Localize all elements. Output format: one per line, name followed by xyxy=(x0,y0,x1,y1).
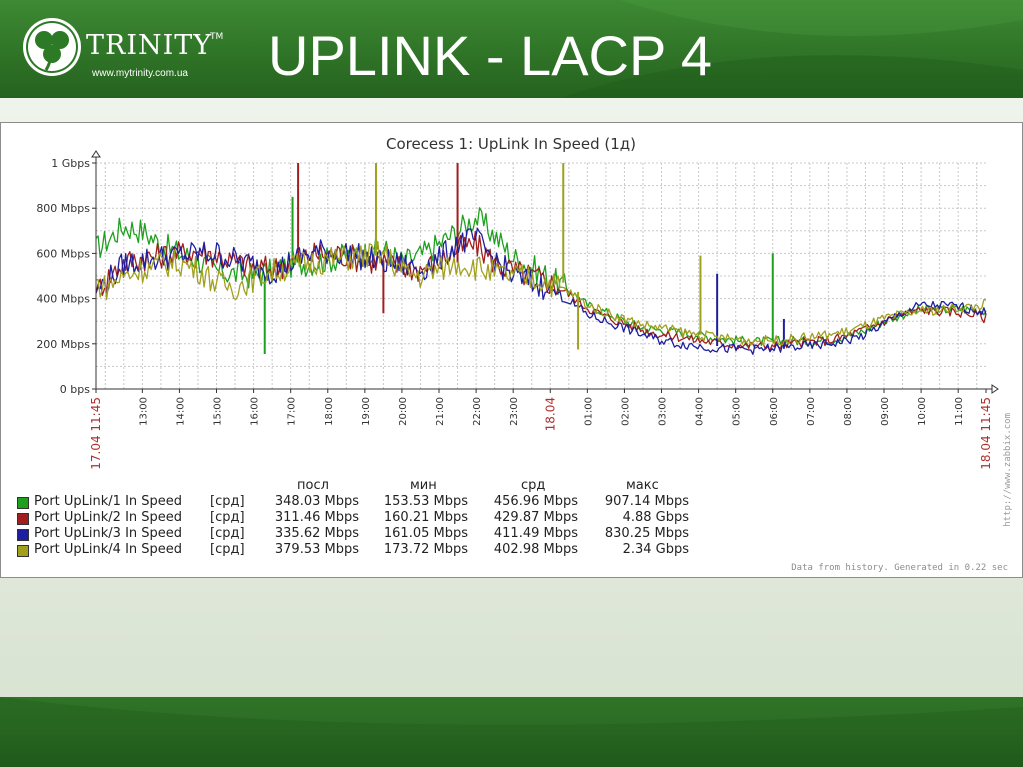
trinity-logo: TRINITY TM www.mytrinity.com.ua xyxy=(22,12,224,84)
x-tick-label: 18.04 11:45 xyxy=(979,397,993,470)
legend-header-max: макс xyxy=(626,478,659,493)
x-tick-label: 01:00 xyxy=(583,397,594,426)
legend-row: Port UpLink/3 In Speed [срд] 335.62 Mbps… xyxy=(17,526,717,542)
y-tick-label: 0 bps xyxy=(60,383,90,396)
legend-last: 311.46 Mbps xyxy=(274,510,359,525)
legend-avg: 402.98 Mbps xyxy=(493,542,578,557)
x-tick-label: 15:00 xyxy=(213,397,224,426)
x-tick-label: 07:00 xyxy=(806,397,817,426)
y-tick-label: 600 Mbps xyxy=(36,247,90,260)
x-tick-label: 08:00 xyxy=(843,397,854,426)
graph-side-note: http://www.zabbix.com xyxy=(1003,413,1013,527)
graph-panel: Corecess 1: UpLink In Speed (1д) 0 bps 200… xyxy=(0,122,1023,578)
legend-max: 2.34 Gbps xyxy=(622,542,689,557)
legend-max: 907.14 Mbps xyxy=(604,494,689,509)
y-axis-arrow xyxy=(91,150,101,158)
legend-last: 348.03 Mbps xyxy=(274,494,359,509)
legend-last: 335.62 Mbps xyxy=(274,526,359,541)
x-tick-label: 17:00 xyxy=(287,397,298,426)
legend-min: 161.05 Mbps xyxy=(383,526,468,541)
x-tick-label: 06:00 xyxy=(769,397,780,426)
x-tick-label: 10:00 xyxy=(917,397,928,426)
legend-row: Port UpLink/1 In Speed [срд] 348.03 Mbps… xyxy=(17,494,717,510)
x-tick-label: 18.04 xyxy=(543,397,557,431)
slide-title: UPLINK - LACP 4 xyxy=(268,24,713,87)
series-line xyxy=(95,227,987,355)
legend-series-name: Port UpLink/2 In Speed xyxy=(34,510,183,525)
legend-max: 4.88 Gbps xyxy=(622,510,689,525)
header-band: TRINITY TM www.mytrinity.com.ua UPLINK -… xyxy=(0,0,1023,98)
x-tick-label: 20:00 xyxy=(398,397,409,426)
legend: посл мин срд макс Port UpLink/1 In Speed… xyxy=(17,478,717,568)
x-tick-label: 18:00 xyxy=(324,397,335,426)
legend-series-name: Port UpLink/3 In Speed xyxy=(34,526,183,541)
footer-decoration xyxy=(0,697,1023,767)
legend-row: Port UpLink/4 In Speed [срд] 379.53 Mbps… xyxy=(17,542,717,558)
x-tick-label: 22:00 xyxy=(472,397,483,426)
legend-last: 379.53 Mbps xyxy=(274,542,359,557)
line-chart: Corecess 1: UpLink In Speed (1д) 0 bps 200… xyxy=(36,135,999,470)
shamrock-icon xyxy=(23,18,81,76)
x-tick-label: 02:00 xyxy=(620,397,631,426)
legend-func: [срд] xyxy=(210,510,245,525)
legend-avg: 411.49 Mbps xyxy=(493,526,578,541)
legend-row: Port UpLink/2 In Speed [срд] 311.46 Mbps… xyxy=(17,510,717,526)
legend-min: 173.72 Mbps xyxy=(383,542,468,557)
legend-series-name: Port UpLink/1 In Speed xyxy=(34,494,183,509)
x-tick-label: 23:00 xyxy=(509,397,520,426)
header-decoration xyxy=(560,0,1023,98)
legend-header-min: мин xyxy=(410,478,437,493)
x-tick-label: 13:00 xyxy=(138,397,149,426)
graph-footnote: Data from history. Generated in 0.22 sec xyxy=(791,563,1008,573)
x-tick-label: 17.04 11:45 xyxy=(89,397,103,470)
y-tick-label: 200 Mbps xyxy=(36,338,90,351)
legend-max: 830.25 Mbps xyxy=(604,526,689,541)
legend-series-name: Port UpLink/4 In Speed xyxy=(34,542,183,557)
legend-swatch xyxy=(17,529,29,541)
x-axis-arrow xyxy=(991,384,999,394)
legend-header-last: посл xyxy=(297,478,329,493)
y-tick-label: 1 Gbps xyxy=(51,157,90,170)
x-tick-label: 16:00 xyxy=(250,397,261,426)
legend-header-avg: срд xyxy=(521,478,546,493)
legend-avg: 429.87 Mbps xyxy=(493,510,578,525)
chart-title: Corecess 1: UpLink In Speed (1д) xyxy=(386,135,636,153)
x-tick-label: 14:00 xyxy=(175,397,186,426)
x-tick-label: 03:00 xyxy=(658,397,669,426)
x-tick-label: 05:00 xyxy=(732,397,743,426)
y-tick-label: 400 Mbps xyxy=(36,293,90,306)
x-tick-label: 21:00 xyxy=(435,397,446,426)
legend-swatch xyxy=(17,545,29,557)
footer-band xyxy=(0,697,1023,767)
legend-func: [срд] xyxy=(210,542,245,557)
legend-swatch xyxy=(17,513,29,525)
x-tick-label: 04:00 xyxy=(695,397,706,426)
legend-min: 153.53 Mbps xyxy=(383,494,468,509)
x-tick-label: 09:00 xyxy=(880,397,891,426)
logo-trademark: TM xyxy=(210,32,224,42)
logo-brand: TRINITY xyxy=(86,30,213,61)
series-line xyxy=(95,240,987,346)
y-tick-label: 800 Mbps xyxy=(36,202,90,215)
legend-func: [срд] xyxy=(210,526,245,541)
legend-avg: 456.96 Mbps xyxy=(493,494,578,509)
legend-func: [срд] xyxy=(210,494,245,509)
legend-swatch xyxy=(17,497,29,509)
x-tick-label: 11:00 xyxy=(954,397,965,426)
legend-min: 160.21 Mbps xyxy=(383,510,468,525)
x-tick-label: 19:00 xyxy=(361,397,372,426)
logo-url: www.mytrinity.com.ua xyxy=(92,68,188,79)
